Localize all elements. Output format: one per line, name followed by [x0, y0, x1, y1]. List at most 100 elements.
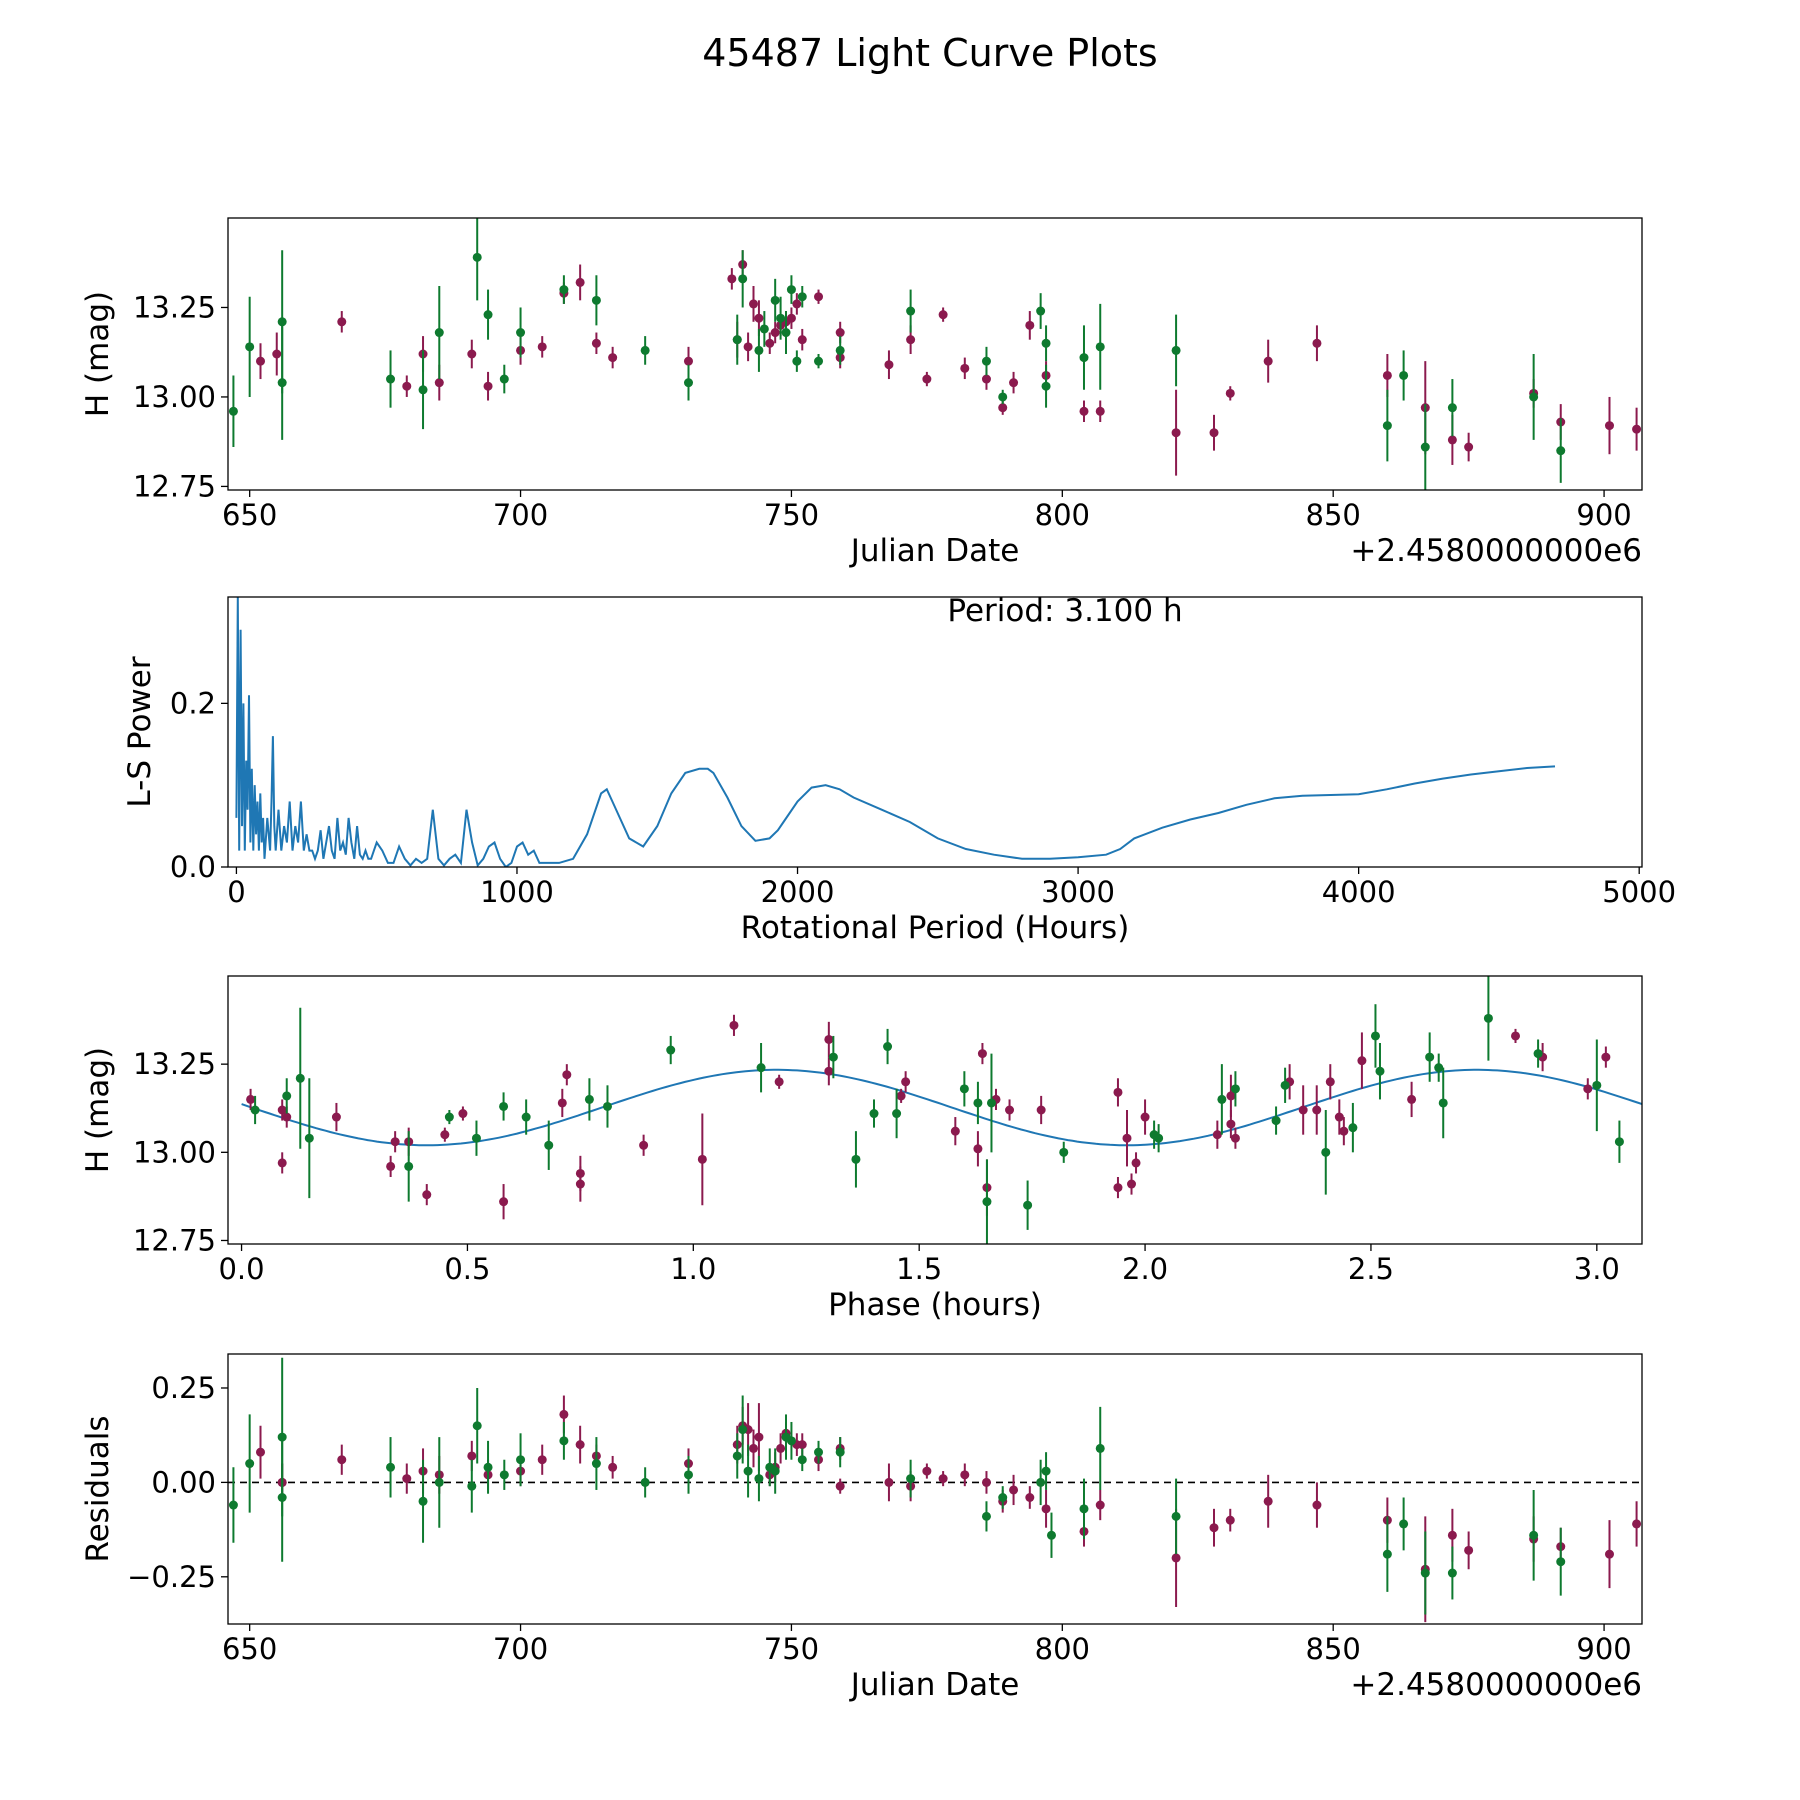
data-point: [797, 1455, 807, 1465]
data-point: [1225, 388, 1235, 398]
data-point: [516, 1455, 526, 1465]
data-point: [591, 295, 601, 305]
data-point: [884, 360, 894, 370]
periodogram-line: [235, 597, 1556, 867]
data-point: [499, 1101, 509, 1111]
data-point: [906, 306, 916, 316]
data-point: [1382, 370, 1392, 380]
data-point: [591, 338, 601, 348]
data-point: [575, 1179, 585, 1189]
data-point: [277, 1492, 287, 1502]
data-point: [922, 1466, 932, 1476]
figure-title: 45487 Light Curve Plots: [702, 31, 1157, 75]
data-point: [1529, 392, 1539, 402]
data-point: [472, 1421, 482, 1431]
data-point: [1131, 1158, 1141, 1168]
data-point: [557, 1098, 567, 1108]
data-point: [797, 292, 807, 302]
data-point: [1312, 1500, 1322, 1510]
data-point: [959, 1084, 969, 1094]
data-point: [835, 1447, 845, 1457]
data-point: [1226, 1091, 1236, 1101]
data-point: [1399, 370, 1409, 380]
x-axis-label: Rotational Period (Hours): [741, 910, 1130, 946]
x-tick-label: 3.0: [1574, 1252, 1620, 1286]
x-tick-label: 750: [764, 498, 819, 532]
data-point: [602, 1101, 612, 1111]
data-point: [277, 378, 287, 388]
data-point: [1230, 1084, 1240, 1094]
x-tick-label: 850: [1306, 1632, 1361, 1666]
data-point: [1420, 442, 1430, 452]
y-tick-label: 0.00: [151, 1465, 216, 1499]
data-point: [1533, 1049, 1543, 1059]
data-point: [727, 274, 737, 284]
panel-phased: 0.0 0.5 1.0 1.5 2.0 2.5 3.0 12.75 13.00 13.25 Phas…: [80, 975, 1643, 1323]
data-point: [1271, 1116, 1281, 1126]
y-tick-label: 13.00: [133, 380, 216, 414]
data-point: [444, 1112, 454, 1122]
x-tick-label: 1000: [480, 875, 554, 909]
data-point: [1036, 1105, 1046, 1115]
panel-lightcurve: 650 700 750 800 850 900 12.75 13.00 13.25 Julian …: [80, 217, 1643, 569]
data-point: [786, 1436, 796, 1446]
data-point: [1127, 1179, 1137, 1189]
x-tick-label: 800: [1035, 1632, 1090, 1666]
data-point: [1614, 1137, 1624, 1147]
data-point: [608, 353, 618, 363]
data-point: [402, 1474, 412, 1484]
x-axis-label: Phase (hours): [828, 1287, 1042, 1323]
data-point: [483, 1462, 493, 1472]
data-point: [640, 1477, 650, 1487]
x-tick-label: 2000: [761, 875, 835, 909]
period-annotation: Period: 3.100 h: [947, 593, 1182, 629]
data-point: [386, 374, 396, 384]
data-point: [960, 363, 970, 373]
data-point: [1095, 1443, 1105, 1453]
x-tick-label: 4000: [1322, 875, 1396, 909]
data-point: [1140, 1112, 1150, 1122]
data-point: [1529, 1530, 1539, 1540]
y-tick-label: 0.25: [151, 1371, 216, 1405]
data-point: [749, 299, 759, 309]
x-tick-label: 900: [1576, 498, 1631, 532]
y-tick-label: 0.2: [170, 686, 216, 720]
data-point: [277, 1158, 287, 1168]
data-point: [754, 313, 764, 323]
x-offset-text: +2.4580000000e6: [1350, 533, 1642, 569]
data-point: [544, 1140, 554, 1150]
data-point: [1171, 428, 1181, 438]
data-point: [467, 1481, 477, 1491]
data-point: [1009, 1485, 1019, 1495]
data-point: [584, 1094, 594, 1104]
x-tick-label: 750: [764, 1632, 819, 1666]
data-point: [1447, 403, 1457, 413]
data-point: [1046, 1530, 1056, 1540]
data-point: [458, 1109, 468, 1119]
data-point: [1604, 421, 1614, 431]
data-point: [1041, 1504, 1051, 1514]
data-point: [1263, 1496, 1273, 1506]
data-point: [824, 1034, 834, 1044]
data-point: [960, 1470, 970, 1480]
data-point: [1095, 1500, 1105, 1510]
data-point: [973, 1144, 983, 1154]
data-point: [277, 317, 287, 327]
y-axis-label: H (mag): [80, 291, 116, 417]
data-point: [776, 313, 786, 323]
data-point: [304, 1133, 314, 1143]
data-point: [770, 1466, 780, 1476]
x-tick-label: 2.0: [1122, 1252, 1168, 1286]
data-point: [1171, 1511, 1181, 1521]
data-point: [981, 374, 991, 384]
data-point: [729, 1020, 739, 1030]
data-point: [851, 1154, 861, 1164]
lightcurve-plot-area: [228, 218, 1642, 490]
data-point: [1604, 1549, 1614, 1559]
x-tick-label: 1.5: [896, 1252, 942, 1286]
x-tick-label: 800: [1035, 498, 1090, 532]
data-point: [1325, 1077, 1335, 1087]
data-point: [467, 349, 477, 359]
data-point: [1483, 1013, 1493, 1023]
data-point: [1434, 1063, 1444, 1073]
